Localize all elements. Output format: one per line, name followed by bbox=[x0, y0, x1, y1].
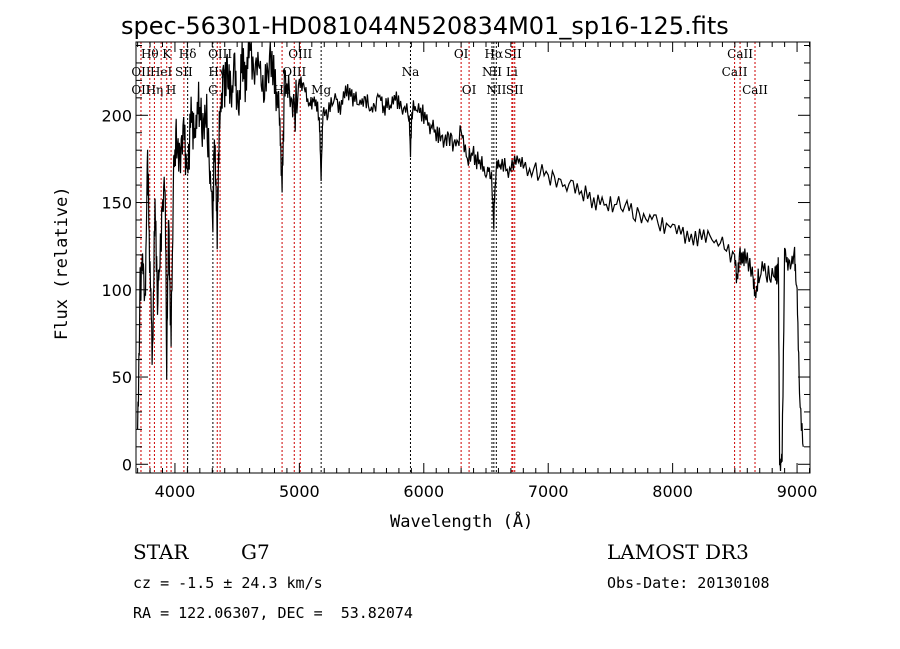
y-tick-label: 0 bbox=[122, 455, 132, 474]
plot-frame bbox=[135, 41, 811, 474]
y-tick-label: 50 bbox=[112, 368, 132, 387]
x-axis-label: Wavelength (Å) bbox=[390, 512, 534, 532]
line-marker-label: K bbox=[162, 47, 172, 61]
line-marker-label: OIII bbox=[208, 47, 232, 61]
line-marker-label: Hθ bbox=[141, 47, 159, 61]
obs-date: Obs-Date: 20130108 bbox=[607, 574, 770, 592]
y-tick-label: 100 bbox=[101, 281, 132, 300]
x-tick-label: 6000 bbox=[403, 482, 444, 501]
line-marker-label: SII bbox=[175, 65, 193, 79]
line-marker-label: SII bbox=[506, 83, 524, 97]
line-marker-label: Hδ bbox=[179, 47, 197, 61]
object-class: STAR bbox=[133, 540, 189, 564]
x-tick-label: 5000 bbox=[279, 482, 320, 501]
x-tick-label: 4000 bbox=[155, 482, 196, 501]
line-marker-label: Hα bbox=[485, 47, 504, 61]
line-marker-label: Mg bbox=[311, 83, 331, 97]
x-tick-label: 7000 bbox=[528, 482, 569, 501]
redshift-text: cz = -1.5 ± 24.3 km/s bbox=[133, 574, 323, 592]
y-tick-label: 200 bbox=[101, 106, 132, 125]
line-marker-label: CaII bbox=[742, 83, 768, 97]
line-marker-label: H bbox=[166, 83, 176, 97]
x-tick-label: 8000 bbox=[652, 482, 693, 501]
coordinates-text: RA = 122.06307, DEC = 53.82074 bbox=[133, 604, 413, 622]
y-tick-label: 150 bbox=[101, 194, 132, 213]
line-marker-label: CaII bbox=[727, 47, 753, 61]
line-marker-label: OI bbox=[462, 83, 477, 97]
line-marker-label: Hη bbox=[146, 83, 164, 97]
line-marker-label: SII bbox=[504, 47, 522, 61]
line-marker-label: Li bbox=[506, 65, 518, 79]
line-marker-label: NII bbox=[482, 65, 502, 79]
y-axis-label: Flux (relative) bbox=[52, 186, 72, 340]
spectrum-line bbox=[137, 41, 804, 472]
line-marker-label: G bbox=[208, 83, 218, 97]
line-marker-label: OI bbox=[454, 47, 469, 61]
x-tick-label: 9000 bbox=[777, 482, 818, 501]
survey-name: LAMOST DR3 bbox=[607, 540, 749, 564]
line-marker-label: OIII bbox=[288, 47, 312, 61]
chart-title: spec-56301-HD081044N520834M01_sp16-125.f… bbox=[121, 12, 729, 40]
line-marker-label: HeI bbox=[150, 65, 173, 79]
line-marker-label: NII bbox=[486, 83, 506, 97]
line-marker-label: Hγ bbox=[208, 65, 226, 79]
line-marker-label: CaII bbox=[722, 65, 748, 79]
line-marker-label: Na bbox=[402, 65, 420, 79]
subclass: G7 bbox=[241, 540, 270, 564]
